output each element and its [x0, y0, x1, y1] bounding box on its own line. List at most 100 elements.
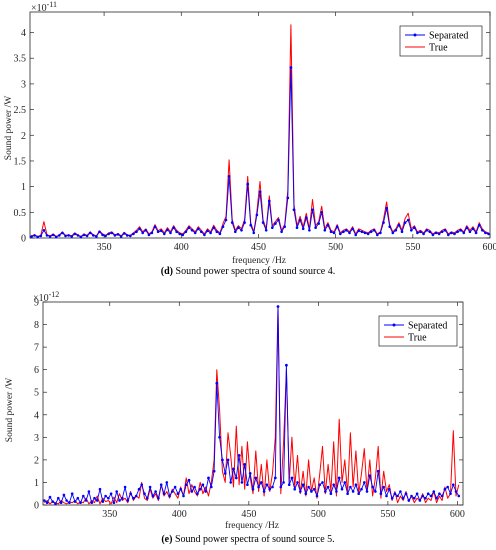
data-point	[310, 490, 313, 493]
data-point	[70, 492, 74, 496]
data-point	[45, 501, 49, 505]
data-point-peak	[221, 458, 224, 462]
data-point-peak	[232, 467, 235, 471]
y-tick-label: 2	[21, 131, 26, 142]
data-point	[459, 229, 463, 232]
data-point	[363, 231, 367, 235]
data-point	[197, 227, 200, 231]
data-point	[48, 495, 52, 499]
data-point	[54, 235, 58, 239]
data-point	[318, 483, 322, 487]
data-point	[379, 492, 383, 496]
data-point	[425, 229, 429, 232]
data-point	[129, 492, 132, 496]
data-point	[166, 228, 169, 232]
data-point	[354, 233, 358, 237]
data-point-peak	[246, 182, 249, 186]
data-point-peak	[212, 469, 216, 473]
data-point	[159, 229, 163, 233]
legend-box	[378, 315, 458, 347]
y-exponent-label: ×10-11	[31, 0, 57, 14]
data-point	[299, 490, 302, 493]
x-tick-label: 400	[174, 242, 189, 253]
data-point-peak	[286, 196, 290, 200]
data-point	[345, 229, 348, 232]
data-point	[237, 226, 240, 229]
data-point	[279, 485, 283, 489]
data-point	[317, 222, 321, 225]
y-tick-label: 2	[34, 455, 39, 466]
x-tick-label: 350	[97, 242, 112, 253]
caption-text: Sound power spectra of sound source 4.	[173, 266, 336, 277]
data-point	[171, 490, 174, 493]
data-point	[234, 230, 237, 234]
data-point	[134, 494, 138, 498]
data-point	[48, 235, 52, 238]
data-point	[372, 229, 376, 232]
data-point-peak	[274, 476, 277, 480]
data-point	[92, 234, 95, 237]
data-point	[369, 230, 373, 234]
y-exponent-label: ×10-12	[33, 290, 59, 304]
data-point	[440, 230, 444, 234]
data-point	[312, 487, 316, 491]
data-point	[151, 494, 155, 498]
data-point	[79, 235, 83, 239]
data-point	[36, 235, 39, 239]
y-tick-label: 8	[34, 320, 39, 331]
data-point	[179, 487, 182, 491]
data-point	[419, 230, 422, 234]
data-point	[443, 487, 447, 491]
data-point	[434, 231, 438, 235]
data-point	[93, 496, 96, 500]
x-axis-label: frequency /Hz	[232, 255, 286, 266]
data-point	[157, 496, 160, 500]
data-point	[413, 226, 416, 229]
y-tick-label: 6	[34, 365, 39, 376]
data-point	[260, 481, 263, 484]
data-point	[484, 231, 487, 235]
data-point	[403, 221, 407, 224]
data-point	[118, 499, 121, 502]
data-point	[424, 496, 427, 500]
data-point	[182, 494, 185, 498]
y-tick-label: 9	[34, 298, 39, 309]
caption-letter: (d)	[160, 266, 174, 277]
data-point	[138, 227, 141, 231]
data-point	[209, 231, 212, 235]
data-point	[393, 492, 397, 496]
data-point	[407, 499, 411, 502]
data-point-peak	[237, 454, 241, 457]
data-point	[431, 233, 435, 237]
y-exponent-base: ×10	[31, 3, 47, 14]
data-point	[206, 229, 209, 233]
data-point	[39, 234, 43, 238]
data-point	[357, 229, 361, 233]
data-point	[315, 494, 319, 498]
data-point	[342, 230, 345, 234]
data-point	[147, 233, 151, 237]
data-point	[437, 232, 441, 236]
data-point-peak	[268, 199, 271, 203]
data-point	[320, 211, 324, 214]
data-point	[443, 229, 447, 232]
x-tick-label: 350	[102, 509, 117, 520]
data-point	[82, 233, 86, 237]
y-tick-label: 4	[21, 28, 26, 39]
data-point-peak	[223, 472, 227, 475]
data-point	[295, 226, 299, 229]
data-point	[271, 485, 274, 489]
data-point	[388, 225, 392, 228]
data-point	[240, 481, 244, 484]
data-point	[115, 490, 118, 493]
data-point	[401, 496, 405, 500]
x-tick-label: 400	[172, 509, 187, 520]
data-point	[184, 230, 188, 234]
data-point	[323, 229, 327, 232]
data-point	[474, 231, 478, 235]
data-point	[376, 233, 379, 237]
data-point	[314, 226, 317, 229]
data-point	[435, 496, 438, 500]
series-line-separated	[44, 306, 460, 505]
data-point	[68, 501, 71, 505]
